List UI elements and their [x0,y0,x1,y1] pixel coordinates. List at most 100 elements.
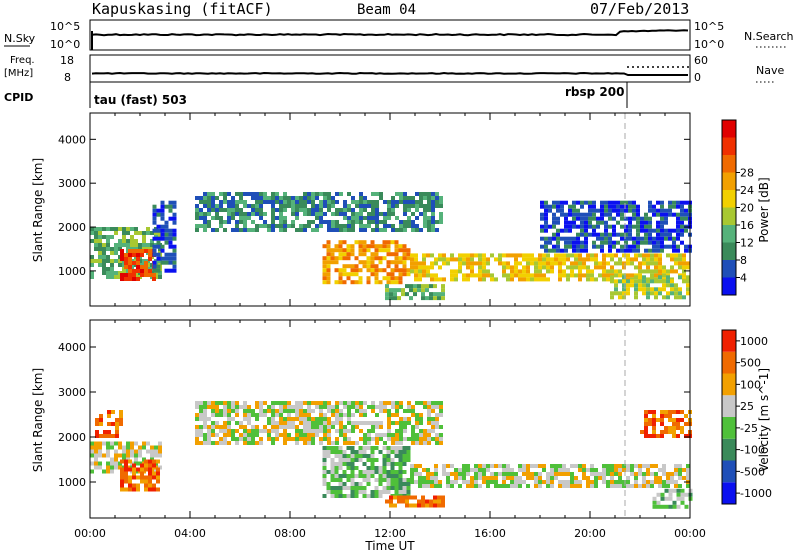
heatmap-cell [562,464,566,468]
heatmap-cell [398,280,403,285]
heatmap-cell [359,192,363,196]
heatmap-cell [342,264,347,269]
heatmap-cell [600,220,604,225]
heatmap-cell [678,275,682,280]
heatmap-cell [429,284,433,289]
heatmap-cell [668,212,672,217]
heatmap-cell [596,208,600,213]
heatmap-cell [454,468,458,472]
heatmap-cell [430,253,434,258]
heatmap-cell [606,277,610,282]
heatmap-cell [446,472,450,476]
heatmap-cell [546,253,550,258]
heatmap-cell [331,220,335,224]
heatmap-cell [614,472,618,476]
heatmap-cell [291,196,295,200]
heatmap-cell [427,192,431,196]
heatmap-cell [338,454,343,458]
heatmap-cell [399,437,403,441]
heatmap-cell [386,450,391,454]
heatmap-cell [99,422,103,426]
heatmap-cell [247,228,251,232]
heatmap-cell [419,204,423,208]
heatmap-cell [323,405,327,409]
heatmap-cell [658,257,662,262]
heatmap-cell [207,401,211,405]
heatmap-cell [580,240,584,245]
heatmap-cell [375,200,379,204]
heatmap-cell [271,212,275,216]
heatmap-cell [618,480,622,484]
heatmap-cell [522,269,526,274]
heatmap-cell [322,268,327,273]
heatmap-cell [227,409,231,413]
heatmap-cell [678,261,682,266]
heatmap-cell [684,434,688,438]
heatmap-cell [119,422,123,426]
heatmap-cell [199,200,203,204]
heatmap-cell [291,417,295,421]
nsky-label: N.Sky [4,32,36,45]
heatmap-cell [438,484,442,488]
heatmap-cell [550,468,554,472]
heatmap-cell [600,236,604,241]
heatmap-cell [610,464,614,468]
heatmap-cell [572,244,576,249]
heatmap-cell [271,409,275,413]
heatmap-cell [526,265,530,270]
heatmap-cell [303,208,307,212]
heatmap-cell [664,212,668,217]
heatmap-cell [415,425,419,429]
heatmap-cell [514,476,518,480]
heatmap-cell [558,480,562,484]
heatmap-cell [366,482,371,486]
heatmap-cell [642,464,646,468]
heatmap-cell [458,257,462,262]
heatmap-cell [398,466,403,470]
heatmap-cell [660,504,665,509]
heatmap-cell [670,291,674,296]
heatmap-cell [672,410,676,414]
heatmap-cell [590,484,594,488]
heatmap-cell [319,421,323,425]
heatmap-cell [255,401,259,405]
heatmap-cell [203,421,207,425]
heatmap-cell [219,208,223,212]
heatmap-cell [363,433,367,437]
heatmap-cell [648,232,652,237]
heatmap-cell [628,224,632,229]
heatmap-cell [470,257,474,262]
heatmap-cell [680,410,684,414]
heatmap-cell [644,236,648,241]
heatmap-cell [409,288,413,293]
heatmap-cell [152,260,157,265]
heatmap-cell [370,240,375,245]
heatmap-cell [152,471,156,476]
heatmap-cell [584,216,588,221]
heatmap-cell [660,212,664,217]
heatmap-cell [283,192,287,196]
heatmap-cell [530,472,534,476]
heatmap-cell [554,253,558,258]
heatmap-cell [395,401,399,405]
heatmap-cell [330,446,335,450]
heatmap-cell [319,401,323,405]
heatmap-cell [124,273,128,277]
heatmap-cell [560,248,564,253]
heatmap-cell [303,196,307,200]
heatmap-cell [395,433,399,437]
heatmap-cell [548,224,552,229]
heatmap-cell [413,495,417,500]
heatmap-cell [322,454,327,458]
heatmap-cell [556,240,560,245]
heatmap-cell [686,275,690,280]
heatmap-cell [132,273,136,277]
heatmap-cell [624,248,628,253]
nave-tick-low: 0 [694,71,701,84]
heatmap-cell [98,263,102,267]
heatmap-cell [374,486,379,490]
heatmap-cell [636,224,640,229]
heatmap-cell [326,446,331,450]
heatmap-cell [374,490,379,494]
heatmap-cell [211,433,215,437]
